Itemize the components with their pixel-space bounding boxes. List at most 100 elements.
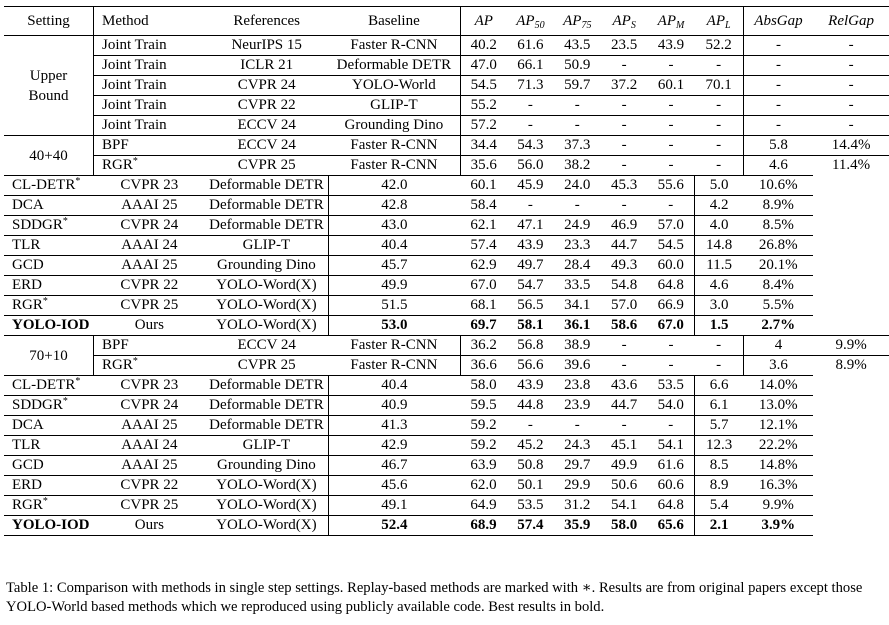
metric-cell: 34.1 xyxy=(553,295,601,316)
metric-cell: 60.6 xyxy=(647,475,695,496)
metric-cell: 69.7 xyxy=(460,315,507,336)
metric-cell: 62.1 xyxy=(460,215,507,236)
metric-cell: 56.8 xyxy=(506,335,554,356)
metric-cell: - xyxy=(647,115,695,136)
metric-cell: - xyxy=(600,55,648,76)
metric-cell: 8.4% xyxy=(743,275,814,296)
method-cell: RGR* xyxy=(93,155,206,176)
column-header: APS xyxy=(600,6,648,36)
metric-cell: 66.1 xyxy=(506,55,554,76)
metric-cell: 63.9 xyxy=(460,455,507,476)
metric-cell: - xyxy=(600,335,648,356)
baseline-cell: Deformable DETR xyxy=(205,415,329,436)
table-row: RGR* CVPR 25 Faster R-CNN 35.6 56.0 38.2- - -4.… xyxy=(4,155,889,176)
metric-cell: 29.7 xyxy=(553,455,601,476)
column-header: References xyxy=(205,6,329,36)
baseline-cell: YOLO-Word(X) xyxy=(205,275,329,296)
table-row: TLR AAAI 24 GLIP-T 40.4 57.4 43.9 23.3 44.7 54.5… xyxy=(4,235,889,256)
metric-cell: 47.1 xyxy=(506,215,554,236)
metric-cell: 68.1 xyxy=(460,295,507,316)
metric-cell: 24.0 xyxy=(553,175,601,196)
table-row: DCA AAAI 25 Deformable DETR 42.8 58.4- - - -4.2… xyxy=(4,195,889,216)
metric-cell: - xyxy=(553,195,601,216)
metric-cell: 43.6 xyxy=(600,375,648,396)
metric-cell: 57.0 xyxy=(647,215,695,236)
metric-cell: 40.9 xyxy=(328,395,461,416)
metric-cell: - xyxy=(813,95,889,116)
header-text: AP xyxy=(474,12,493,29)
metric-cell: 60.0 xyxy=(647,255,695,276)
metric-cell: 49.3 xyxy=(600,255,648,276)
metric-cell: 24.9 xyxy=(553,215,601,236)
table-row: Joint Train CVPR 22 GLIP-T 55.2- - - - - - - xyxy=(4,95,889,116)
metric-cell: 57.4 xyxy=(506,515,554,536)
metric-cell: 14.4% xyxy=(813,135,889,156)
reference-cell: Ours xyxy=(93,515,206,536)
metric-cell: 58.4 xyxy=(460,195,507,216)
header-text: RelGap xyxy=(828,12,874,29)
table-header: Setting Method References Baseline AP AP50 AP7… xyxy=(4,6,889,36)
reference-cell: NeurIPS 15 xyxy=(205,35,329,56)
results-table: Setting Method References Baseline AP AP50 AP7… xyxy=(4,6,889,536)
metric-cell: 44.7 xyxy=(600,395,648,416)
baseline-cell: YOLO-Word(X) xyxy=(205,315,329,336)
metric-cell: 10.6% xyxy=(743,175,814,196)
metric-cell: 68.9 xyxy=(460,515,507,536)
method-cell: ERD xyxy=(4,475,94,496)
metric-cell: 36.1 xyxy=(553,315,601,336)
metric-cell: - xyxy=(813,75,889,96)
metric-cell: 58.0 xyxy=(600,515,648,536)
method-cell: YOLO-IOD xyxy=(4,515,94,536)
metric-cell: 4.6 xyxy=(694,275,744,296)
method-cell: ERD xyxy=(4,275,94,296)
method-cell: RGR* xyxy=(93,355,206,376)
reference-cell: AAAI 24 xyxy=(93,235,206,256)
metric-cell: 8.9% xyxy=(813,355,889,376)
column-header: AP75 xyxy=(553,6,601,36)
reference-cell: CVPR 22 xyxy=(93,475,206,496)
header-row: Setting Method References Baseline AP AP50 AP7… xyxy=(4,6,889,36)
metric-cell: 60.1 xyxy=(460,175,507,196)
metric-cell: 23.3 xyxy=(553,235,601,256)
header-text: AP xyxy=(612,12,631,29)
metric-cell: 51.5 xyxy=(328,295,461,316)
reference-cell: ECCV 24 xyxy=(205,135,329,156)
metric-cell: 13.0% xyxy=(743,395,814,416)
metric-cell: 45.9 xyxy=(506,175,554,196)
baseline-cell: Faster R-CNN xyxy=(328,155,461,176)
metric-cell: - xyxy=(647,135,695,156)
metric-cell: 54.1 xyxy=(647,435,695,456)
metric-cell: 70.1 xyxy=(694,75,744,96)
metric-cell: - xyxy=(813,115,889,136)
metric-cell: 54.8 xyxy=(600,275,648,296)
metric-cell: - xyxy=(647,415,695,436)
metric-cell: - xyxy=(647,195,695,216)
table-row: ERD CVPR 22 YOLO-Word(X) 45.6 62.0 50.1 29.9 50… xyxy=(4,475,889,496)
method-cell: SDDGR* xyxy=(4,215,94,236)
setting-cell: 70+10 xyxy=(4,335,95,376)
metric-cell: 5.7 xyxy=(694,415,744,436)
metric-cell: 54.1 xyxy=(600,495,648,516)
metric-cell: 14.0% xyxy=(743,375,814,396)
metric-cell: - xyxy=(694,115,744,136)
metric-cell: 38.2 xyxy=(553,155,601,176)
column-header: Method xyxy=(93,6,206,36)
metric-cell: 43.0 xyxy=(328,215,461,236)
metric-cell: 1.5 xyxy=(694,315,744,336)
method-cell: GCD xyxy=(4,455,94,476)
metric-cell: 50.9 xyxy=(553,55,601,76)
metric-cell: - xyxy=(647,95,695,116)
header-subscript: 50 xyxy=(534,19,545,31)
baseline-cell: YOLO-Word(X) xyxy=(205,295,329,316)
header-text: AP xyxy=(706,12,725,29)
metric-cell: 28.4 xyxy=(553,255,601,276)
metric-cell: - xyxy=(647,55,695,76)
reference-cell: CVPR 25 xyxy=(205,155,329,176)
metric-cell: 67.0 xyxy=(460,275,507,296)
row-block: CL-DETR* CVPR 23 Deformable DETR 40.4 58.0 43… xyxy=(4,375,889,436)
metric-cell: - xyxy=(694,135,744,156)
metric-cell: 38.9 xyxy=(553,335,601,356)
metric-cell: 23.5 xyxy=(600,35,648,56)
metric-cell: 2.7% xyxy=(743,315,814,336)
metric-cell: 44.8 xyxy=(506,395,554,416)
